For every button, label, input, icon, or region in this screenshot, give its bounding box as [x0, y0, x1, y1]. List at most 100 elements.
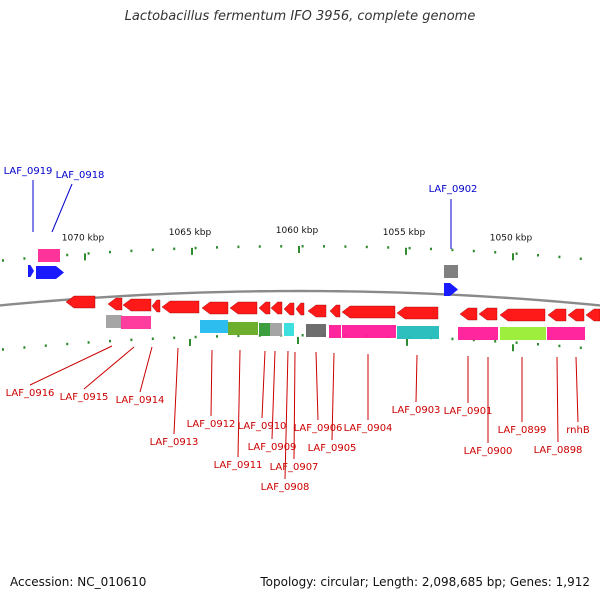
tick-dot-top [23, 257, 26, 260]
cog-box [567, 327, 585, 340]
gene-label-LAF_0915: LAF_0915 [60, 392, 109, 403]
ruler-label: 1065 kbp [169, 228, 212, 238]
tick-dot-top [472, 249, 475, 253]
ruler-major-tick [405, 247, 407, 255]
gene-label-LAF_0914: LAF_0914 [116, 395, 165, 406]
gene-label-LAF_0919: LAF_0919 [4, 166, 53, 177]
reverse-gene-arrow [396, 306, 439, 320]
tick-dot-bottom [2, 348, 4, 351]
ruler-label: 1050 kbp [490, 233, 533, 243]
tick-dot-bottom [451, 337, 454, 341]
forward-gene-LAF_0902 [444, 283, 458, 296]
reverse-gene-arrow [459, 307, 478, 321]
tick-dot-top [66, 253, 69, 257]
reverse-gene-arrow [283, 302, 295, 316]
tick-dot-top [173, 247, 176, 251]
leader-LAF_0912 [210, 349, 213, 417]
tick-dot-bottom [515, 341, 518, 344]
tick-dot-top [515, 252, 518, 255]
reverse-gene-arrow [478, 307, 498, 321]
reverse-gene-arrow [341, 305, 396, 319]
gene-label-LAF_0911: LAF_0911 [214, 460, 263, 471]
topology-text: Topology: circular; Length: 2,098,685 bp… [260, 575, 590, 589]
reverse-gene-arrow [499, 308, 546, 322]
leader-LAF_0898 [556, 356, 559, 443]
gene-label-LAF_0899: LAF_0899 [498, 425, 547, 436]
tick-dot-bottom [494, 340, 497, 343]
leader-LAF_0916 [29, 345, 113, 386]
tick-dot-bottom [66, 342, 69, 346]
tick-dot-top [87, 252, 90, 255]
gene-label-LAF_0903: LAF_0903 [392, 405, 441, 416]
cog-box [270, 323, 282, 336]
reverse-gene-arrow [295, 302, 305, 316]
gene-label-LAF_0912: LAF_0912 [187, 419, 236, 430]
cog-box [259, 323, 270, 336]
tick-dot-top [194, 246, 197, 250]
tick-dot-top [579, 257, 582, 261]
bottom-major-tick [512, 344, 514, 352]
bottom-major-tick [406, 338, 408, 346]
tick-dot-top [430, 247, 432, 251]
cog-box [284, 323, 294, 336]
cog-box [329, 325, 341, 338]
accession-text: Accession: NC_010610 [10, 575, 147, 589]
leader-LAF_0918 [51, 183, 73, 233]
leader-LAF_0908 [284, 350, 289, 480]
tick-dot-bottom [301, 334, 304, 337]
cog-box [342, 325, 396, 338]
reverse-gene-arrow [258, 301, 271, 315]
gene-label-LAF_0902: LAF_0902 [429, 184, 478, 195]
gene-label-LAF_0898: LAF_0898 [534, 445, 583, 456]
gene-label-LAF_0905: LAF_0905 [308, 443, 357, 454]
leader-LAF_0906 [315, 351, 319, 421]
reverse-gene-arrow [585, 308, 600, 322]
genome-backbone [0, 289, 600, 307]
reverse-gene-arrow [329, 304, 341, 318]
gene-label-LAF_0913: LAF_0913 [150, 437, 199, 448]
gene-label-LAF_0904: LAF_0904 [344, 423, 393, 434]
tick-dot-bottom [44, 344, 47, 347]
leader-LAF_0915 [83, 346, 135, 390]
ruler-major-tick [298, 246, 300, 254]
ruler-label: 1070 kbp [62, 233, 105, 243]
gene-label-LAF_0908: LAF_0908 [261, 482, 310, 493]
reverse-gene-arrow [567, 308, 585, 322]
cog-box [500, 327, 546, 340]
reverse-gene-arrow [122, 298, 152, 312]
cog-box [397, 326, 439, 339]
tick-dot-bottom [237, 334, 240, 338]
gene-label-LAF_0906: LAF_0906 [294, 423, 343, 434]
tick-dot-top [451, 248, 454, 252]
bottom-major-tick [297, 337, 299, 345]
forward-gene-LAF_0918 [36, 266, 64, 279]
leader-LAF_0911 [237, 349, 241, 458]
forward-gene-LAF_0919 [28, 265, 34, 277]
reverse-gene-arrow [229, 301, 258, 315]
leader-LAF_0903 [415, 354, 418, 403]
ruler-label: 1055 kbp [383, 228, 426, 238]
tick-dot-bottom [87, 341, 90, 344]
tick-dot-top [494, 251, 497, 254]
reverse-gene-arrow [65, 295, 96, 309]
gene-label-rnhB: rnhB [566, 425, 590, 436]
tick-dot-top [323, 245, 325, 248]
tick-dot-bottom [472, 338, 475, 342]
map-title: Lactobacillus fermentum IFO 3956, comple… [124, 9, 476, 24]
reverse-gene-arrow [161, 300, 200, 314]
cog-box [547, 327, 567, 340]
cog-box [106, 315, 122, 328]
cog-box [121, 316, 151, 329]
gene-label-LAF_0909: LAF_0909 [248, 442, 297, 453]
reverse-gene-arrow [107, 297, 123, 311]
ruler-major-tick [191, 247, 193, 255]
ruler-label: 1060 kbp [276, 226, 319, 236]
gene-label-LAF_0910: LAF_0910 [238, 421, 287, 432]
tick-dot-top [216, 246, 218, 249]
gene-label-LAF_0900: LAF_0900 [464, 446, 513, 457]
tick-dot-top [151, 248, 154, 252]
tick-dot-top [537, 253, 539, 257]
leader-rnhB [575, 356, 579, 423]
tick-dot-top [130, 249, 133, 253]
tick-dot-top [109, 250, 111, 254]
